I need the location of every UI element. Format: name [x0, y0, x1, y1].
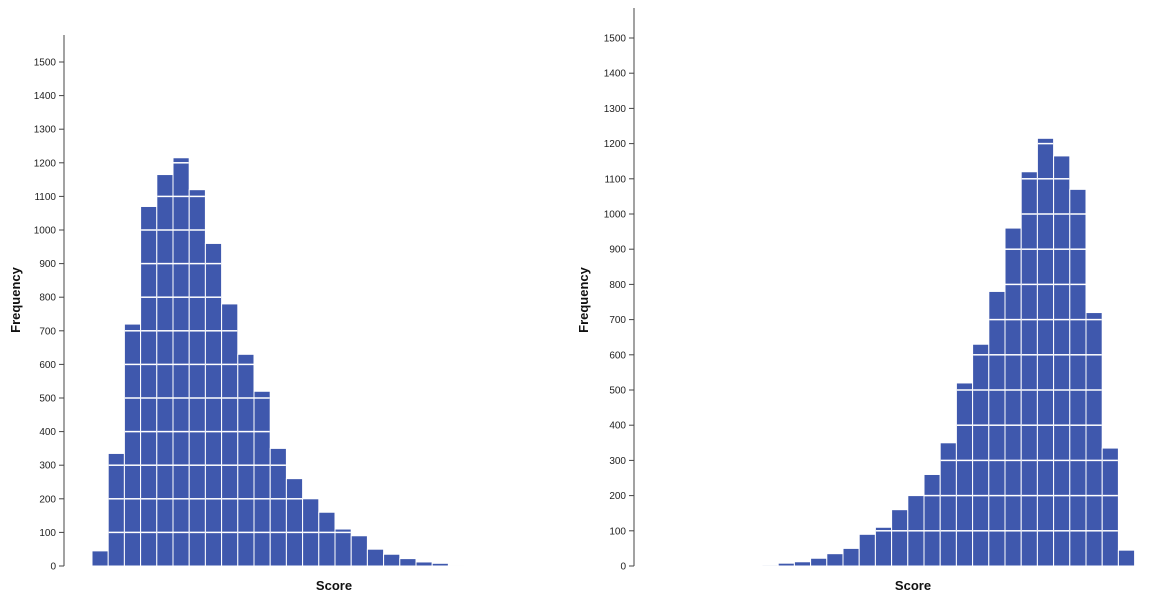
left-histogram-bar	[123, 323, 142, 567]
left-y-tick-label: 200	[39, 494, 56, 505]
right-histogram-bar	[858, 533, 876, 567]
right-histogram-bar	[1004, 227, 1022, 567]
right-y-tick-label: 0	[620, 562, 626, 573]
right-histogram-bar	[874, 526, 893, 567]
right-y-tick-label: 500	[609, 386, 626, 397]
left-histogram-bar	[334, 528, 352, 567]
left-y-tick-label: 1300	[34, 125, 57, 136]
right-y-tick-label: 1100	[604, 174, 626, 185]
right-histogram-bar	[826, 553, 844, 567]
left-histogram-bar	[172, 157, 190, 567]
left-histogram-bar	[383, 553, 401, 567]
right-y-tick-label: 300	[609, 456, 626, 467]
right-histogram-bar	[923, 473, 941, 567]
right-y-tick-label: 400	[609, 421, 626, 432]
left-y-tick-label: 0	[50, 562, 56, 573]
right-histogram-bar	[1069, 188, 1087, 567]
right-histogram-bar	[1101, 447, 1119, 567]
right-y-tick-label: 600	[609, 350, 626, 361]
histogram-left: 0 100 200 300 400 500 600 700 800 900 1000 1100 1200…	[8, 35, 466, 593]
left-y-tick-label: 900	[39, 259, 56, 270]
left-histogram-bar	[156, 174, 174, 567]
right-y-tick-label: 700	[609, 315, 626, 326]
left-histogram-bar	[431, 562, 449, 567]
right-y-tick-label: 1300	[604, 104, 627, 115]
left-y-tick-label: 500	[39, 394, 56, 405]
right-histogram-bar	[1036, 137, 1055, 567]
right-histogram-bar	[777, 562, 795, 567]
right-y-tick-label: 900	[609, 245, 626, 256]
left-y-tick-label: 300	[39, 461, 56, 472]
left-histogram-bar	[318, 511, 336, 567]
right-histogram-bar	[955, 382, 974, 567]
right-y-tick-label: 100	[609, 526, 626, 537]
left-histogram-bar	[447, 564, 466, 567]
left-y-tick-label: 1000	[34, 226, 57, 237]
left-histogram-bar	[350, 535, 368, 567]
left-histogram-bar	[221, 303, 239, 567]
right-histogram-bar	[939, 442, 957, 567]
right-histogram-bar	[1020, 171, 1038, 567]
left-y-axis-title: Frequency	[8, 266, 23, 333]
right-histogram-bar	[1053, 155, 1071, 567]
right-histogram-bar	[761, 564, 779, 567]
right-histogram-bar	[891, 509, 909, 567]
left-y-tick-label: 400	[39, 427, 56, 438]
right-histogram-bar	[793, 561, 812, 567]
left-y-tick-label: 1200	[34, 158, 57, 169]
left-histogram-bar	[237, 353, 255, 567]
left-histogram-bar	[399, 558, 417, 567]
right-y-tick-label: 800	[609, 280, 626, 291]
left-y-tick-label: 1400	[34, 91, 57, 102]
left-histogram-bar	[366, 548, 385, 567]
left-histogram-bar	[188, 189, 206, 567]
left-y-tick-label: 600	[39, 360, 56, 371]
left-y-tick-label: 1500	[34, 58, 57, 69]
left-histogram-bar	[253, 390, 271, 567]
right-histogram-bar	[810, 557, 828, 567]
left-y-tick-label: 1100	[34, 192, 56, 203]
left-histogram-bar	[91, 550, 109, 567]
left-y-tick-label: 700	[39, 326, 56, 337]
right-y-tick-label: 200	[609, 491, 626, 502]
left-histogram-bar	[140, 205, 158, 567]
right-histogram-bar	[842, 547, 860, 567]
right-histogram-bar	[1117, 549, 1136, 567]
histogram-right: 0 100 200 300 400 500 600 700 800 900 1000 1100 1200…	[576, 8, 1136, 593]
left-histogram-bar	[269, 447, 287, 567]
right-histogram-bar	[972, 343, 990, 567]
left-y-tick-label: 100	[39, 528, 56, 539]
left-histogram-bar	[285, 478, 304, 567]
right-y-tick-label: 1500	[604, 34, 627, 45]
right-y-tick-label: 1000	[604, 210, 627, 221]
left-x-axis-title: Score	[316, 578, 352, 593]
right-x-axis-title: Score	[895, 578, 931, 593]
right-y-axis-title: Frequency	[576, 266, 591, 333]
left-histogram-bar	[204, 242, 223, 567]
left-y-tick-label: 800	[39, 293, 56, 304]
right-histogram-bar	[1085, 312, 1103, 567]
right-histogram-bar	[988, 290, 1006, 567]
left-histogram-bar	[415, 561, 433, 567]
left-histogram-bar	[107, 452, 125, 567]
right-y-tick-label: 1200	[604, 139, 627, 150]
right-y-tick-label: 1400	[604, 69, 627, 80]
